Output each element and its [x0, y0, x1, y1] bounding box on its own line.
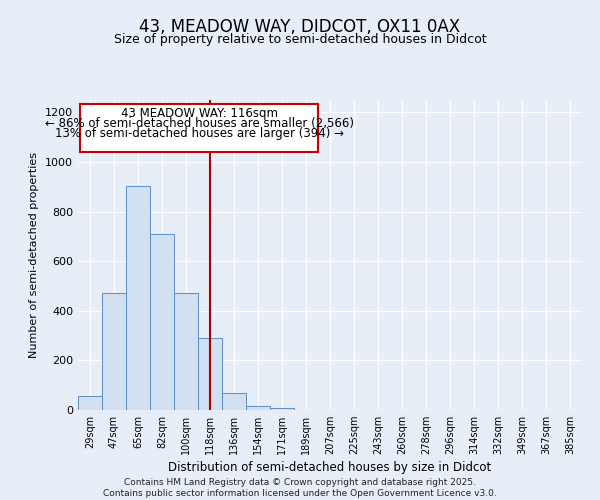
Bar	[150, 234, 174, 410]
Bar	[102, 294, 126, 410]
Bar	[174, 294, 198, 410]
Bar	[246, 406, 270, 410]
Bar	[270, 408, 294, 410]
Bar	[198, 338, 222, 410]
Bar	[78, 396, 102, 410]
Text: ← 86% of semi-detached houses are smaller (2,566): ← 86% of semi-detached houses are smalle…	[44, 118, 354, 130]
Text: 43 MEADOW WAY: 116sqm: 43 MEADOW WAY: 116sqm	[121, 108, 278, 120]
Text: 43, MEADOW WAY, DIDCOT, OX11 0AX: 43, MEADOW WAY, DIDCOT, OX11 0AX	[139, 18, 461, 36]
X-axis label: Distribution of semi-detached houses by size in Didcot: Distribution of semi-detached houses by …	[169, 462, 491, 474]
Text: 13% of semi-detached houses are larger (394) →: 13% of semi-detached houses are larger (…	[55, 128, 344, 140]
Y-axis label: Number of semi-detached properties: Number of semi-detached properties	[29, 152, 40, 358]
Text: Size of property relative to semi-detached houses in Didcot: Size of property relative to semi-detach…	[113, 32, 487, 46]
FancyBboxPatch shape	[80, 104, 318, 152]
Text: Contains HM Land Registry data © Crown copyright and database right 2025.
Contai: Contains HM Land Registry data © Crown c…	[103, 478, 497, 498]
Bar	[126, 186, 150, 410]
Bar	[222, 392, 246, 410]
